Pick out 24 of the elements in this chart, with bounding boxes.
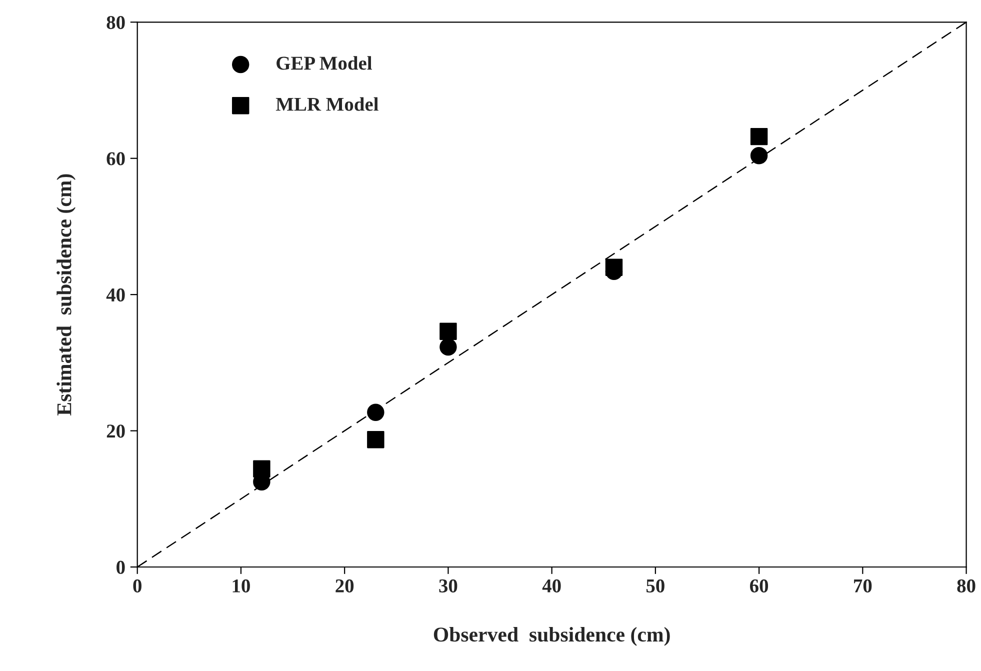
y-axis-title: Estimated subsidence (cm) [56,174,76,416]
x-tick-label: 60 [750,579,768,592]
point [750,147,768,164]
y-tick-label: 40 [106,288,125,302]
point [440,338,457,356]
x-tick-label: 80 [957,579,976,592]
legend-label: MLR Model [276,97,378,111]
x-tick-label: 50 [646,579,664,592]
y-tick-label: 60 [106,152,125,166]
x-tick-label: 40 [542,579,561,592]
x-tick-label: 30 [439,579,458,592]
legend-label: GEP Model [276,56,372,70]
x-tick-label: 20 [336,579,354,592]
x-axis-title: Observed subsidence (cm) [434,626,670,646]
point [367,404,384,422]
y-tick-label: 20 [106,424,125,438]
point [367,431,384,448]
y-tick-label: 80 [106,16,125,30]
x-tick-label: 10 [232,579,250,592]
x-tick-label: 70 [854,579,872,592]
point [750,128,768,146]
point [440,322,457,340]
y-tick-label: 0 [116,560,125,574]
x-tick-label: 0 [133,579,142,592]
